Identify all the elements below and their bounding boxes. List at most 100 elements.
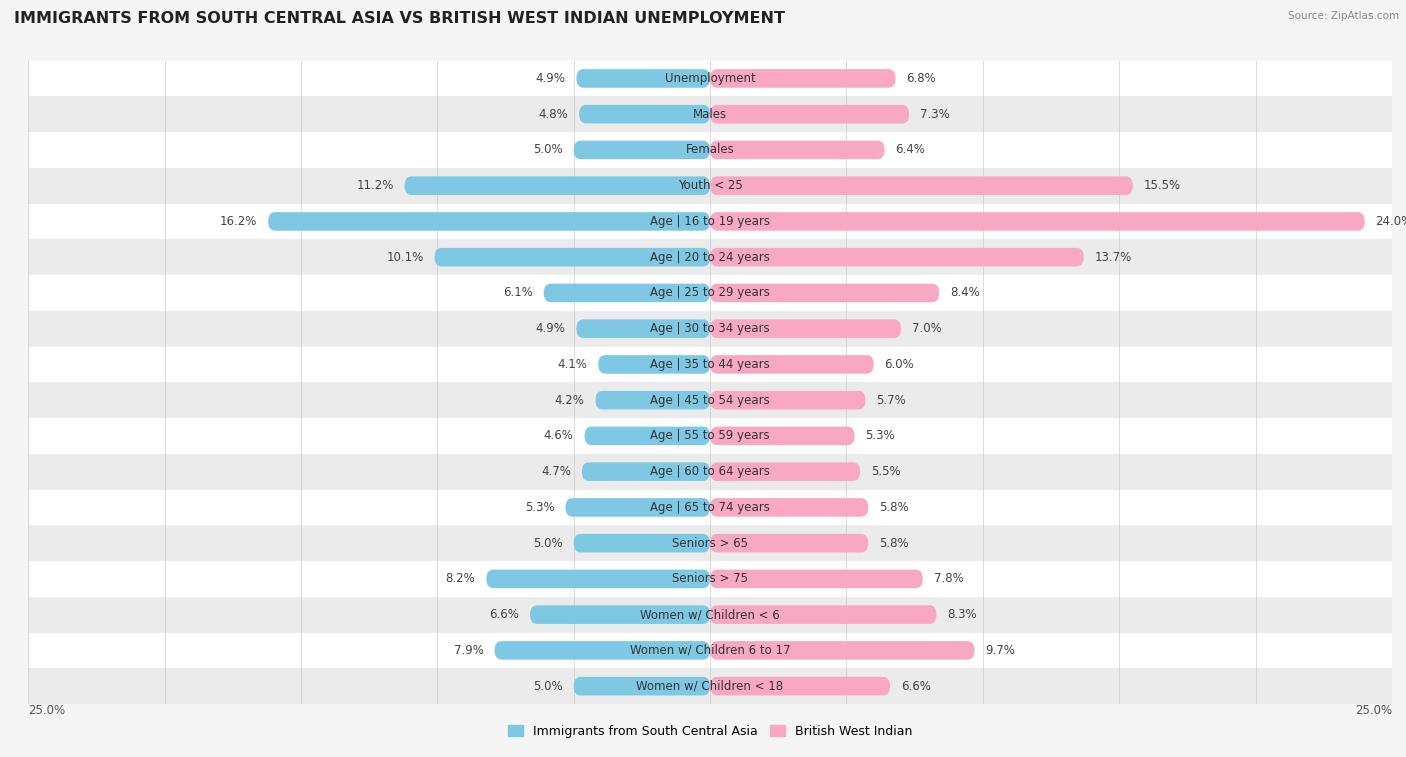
Bar [28,418,1392,453]
Text: 6.1%: 6.1% [503,286,533,300]
FancyBboxPatch shape [710,606,936,624]
Text: Females: Females [686,143,734,157]
FancyBboxPatch shape [574,534,710,553]
Bar [28,668,1392,704]
FancyBboxPatch shape [579,105,710,123]
Text: 15.5%: 15.5% [1143,179,1181,192]
Text: Males: Males [693,107,727,120]
Text: Unemployment: Unemployment [665,72,755,85]
Text: Age | 30 to 34 years: Age | 30 to 34 years [650,322,770,335]
Text: Youth < 25: Youth < 25 [678,179,742,192]
FancyBboxPatch shape [544,284,710,302]
FancyBboxPatch shape [598,355,710,374]
Text: 5.8%: 5.8% [879,537,908,550]
FancyBboxPatch shape [710,212,1365,231]
FancyBboxPatch shape [576,319,710,338]
Bar [28,61,1392,96]
FancyBboxPatch shape [486,569,710,588]
Text: 6.0%: 6.0% [884,358,914,371]
FancyBboxPatch shape [710,534,869,553]
Text: 11.2%: 11.2% [356,179,394,192]
Bar [28,633,1392,668]
FancyBboxPatch shape [269,212,710,231]
Text: Age | 25 to 29 years: Age | 25 to 29 years [650,286,770,300]
FancyBboxPatch shape [710,569,922,588]
Text: 5.3%: 5.3% [524,501,554,514]
FancyBboxPatch shape [710,176,1133,195]
FancyBboxPatch shape [434,248,710,266]
Text: 13.7%: 13.7% [1095,251,1132,263]
FancyBboxPatch shape [582,463,710,481]
Text: Women w/ Children 6 to 17: Women w/ Children 6 to 17 [630,644,790,657]
FancyBboxPatch shape [565,498,710,517]
Text: 6.8%: 6.8% [907,72,936,85]
Text: IMMIGRANTS FROM SOUTH CENTRAL ASIA VS BRITISH WEST INDIAN UNEMPLOYMENT: IMMIGRANTS FROM SOUTH CENTRAL ASIA VS BR… [14,11,785,26]
FancyBboxPatch shape [530,606,710,624]
Text: 24.0%: 24.0% [1375,215,1406,228]
Bar [28,525,1392,561]
Text: 25.0%: 25.0% [28,704,65,717]
FancyBboxPatch shape [710,355,873,374]
Text: 25.0%: 25.0% [1355,704,1392,717]
FancyBboxPatch shape [710,641,974,659]
Bar [28,347,1392,382]
Text: Seniors > 65: Seniors > 65 [672,537,748,550]
FancyBboxPatch shape [710,105,910,123]
Text: 5.3%: 5.3% [866,429,896,442]
Text: Age | 45 to 54 years: Age | 45 to 54 years [650,394,770,407]
FancyBboxPatch shape [585,427,710,445]
Text: 7.8%: 7.8% [934,572,963,585]
Text: 5.8%: 5.8% [879,501,908,514]
Text: 8.4%: 8.4% [950,286,980,300]
Text: 5.0%: 5.0% [533,537,562,550]
FancyBboxPatch shape [574,141,710,159]
Text: 5.0%: 5.0% [533,143,562,157]
FancyBboxPatch shape [576,69,710,88]
Text: 6.6%: 6.6% [489,608,519,621]
Text: 4.6%: 4.6% [544,429,574,442]
Text: Age | 65 to 74 years: Age | 65 to 74 years [650,501,770,514]
Text: 6.4%: 6.4% [896,143,925,157]
FancyBboxPatch shape [574,677,710,696]
Bar [28,132,1392,168]
FancyBboxPatch shape [710,248,1084,266]
Bar [28,168,1392,204]
Text: Women w/ Children < 18: Women w/ Children < 18 [637,680,783,693]
Bar [28,275,1392,311]
FancyBboxPatch shape [710,69,896,88]
Text: Age | 20 to 24 years: Age | 20 to 24 years [650,251,770,263]
Text: Women w/ Children < 6: Women w/ Children < 6 [640,608,780,621]
Text: 4.8%: 4.8% [538,107,568,120]
FancyBboxPatch shape [710,141,884,159]
Legend: Immigrants from South Central Asia, British West Indian: Immigrants from South Central Asia, Brit… [503,720,917,743]
FancyBboxPatch shape [710,498,869,517]
Bar [28,204,1392,239]
FancyBboxPatch shape [596,391,710,410]
Bar [28,382,1392,418]
Bar [28,561,1392,597]
Text: 4.1%: 4.1% [557,358,588,371]
Text: 4.7%: 4.7% [541,465,571,478]
Bar [28,96,1392,132]
Text: 5.7%: 5.7% [876,394,905,407]
Text: Age | 35 to 44 years: Age | 35 to 44 years [650,358,770,371]
FancyBboxPatch shape [710,284,939,302]
Text: 10.1%: 10.1% [387,251,423,263]
Text: 8.2%: 8.2% [446,572,475,585]
Text: Seniors > 75: Seniors > 75 [672,572,748,585]
Text: 8.3%: 8.3% [948,608,977,621]
Text: 7.9%: 7.9% [454,644,484,657]
FancyBboxPatch shape [710,391,866,410]
Text: Source: ZipAtlas.com: Source: ZipAtlas.com [1288,11,1399,21]
Bar [28,453,1392,490]
Bar [28,239,1392,275]
Text: 4.2%: 4.2% [555,394,585,407]
Text: 7.3%: 7.3% [920,107,950,120]
Text: Age | 55 to 59 years: Age | 55 to 59 years [650,429,770,442]
Text: 7.0%: 7.0% [912,322,942,335]
Text: 5.0%: 5.0% [533,680,562,693]
Text: Age | 60 to 64 years: Age | 60 to 64 years [650,465,770,478]
FancyBboxPatch shape [710,319,901,338]
Text: 6.6%: 6.6% [901,680,931,693]
FancyBboxPatch shape [710,463,860,481]
